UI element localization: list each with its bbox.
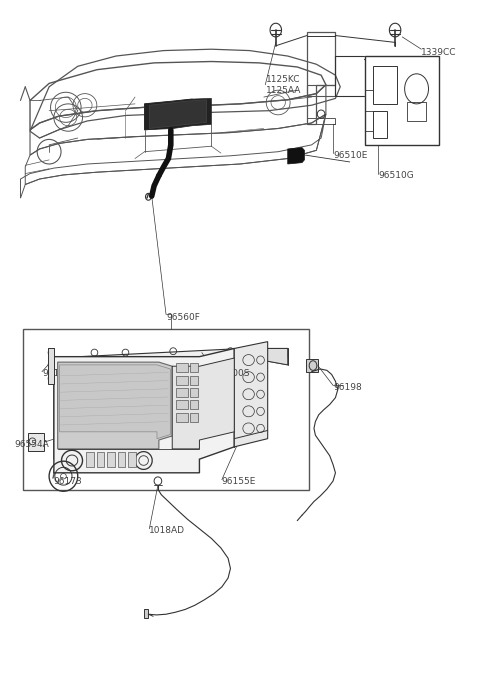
Bar	[86, 452, 94, 467]
Polygon shape	[48, 348, 54, 384]
Text: 1125AA: 1125AA	[266, 86, 301, 95]
Bar	[176, 401, 188, 410]
Polygon shape	[58, 360, 221, 427]
Text: 96173: 96173	[53, 477, 82, 486]
Polygon shape	[144, 609, 148, 617]
Text: 96155D: 96155D	[42, 369, 78, 378]
Bar	[190, 401, 199, 410]
Polygon shape	[149, 99, 206, 128]
Polygon shape	[80, 348, 288, 365]
Bar	[190, 364, 199, 372]
Bar	[23, 329, 309, 490]
Bar	[176, 376, 188, 385]
Bar	[372, 67, 396, 104]
Text: 96155E: 96155E	[222, 477, 256, 486]
Polygon shape	[242, 348, 288, 365]
Bar	[176, 413, 188, 422]
Polygon shape	[234, 342, 268, 447]
Text: 96560F: 96560F	[166, 313, 200, 322]
Bar	[306, 359, 318, 372]
Polygon shape	[58, 362, 172, 449]
Polygon shape	[28, 433, 44, 451]
Text: 1125KC: 1125KC	[266, 75, 301, 84]
Bar	[190, 413, 199, 422]
Polygon shape	[288, 147, 304, 164]
Bar	[128, 452, 136, 467]
Polygon shape	[54, 357, 226, 459]
Bar	[190, 388, 199, 397]
Bar	[176, 388, 188, 397]
Polygon shape	[144, 98, 211, 130]
Bar	[118, 452, 125, 467]
Text: 96510G: 96510G	[378, 171, 414, 180]
Bar	[407, 102, 426, 121]
Text: 1339CC: 1339CC	[421, 48, 457, 57]
Polygon shape	[60, 365, 170, 438]
Text: 96100S: 96100S	[215, 369, 250, 378]
Bar	[190, 376, 199, 385]
Text: 1018AD: 1018AD	[149, 526, 185, 535]
Text: 96554A: 96554A	[15, 440, 49, 449]
Polygon shape	[172, 358, 234, 449]
Bar	[108, 452, 115, 467]
Bar	[97, 452, 105, 467]
Text: 96510E: 96510E	[333, 151, 367, 160]
Bar	[176, 364, 188, 372]
Text: 96198: 96198	[333, 383, 362, 392]
Bar	[372, 110, 387, 138]
Bar	[365, 56, 439, 145]
Polygon shape	[54, 348, 234, 473]
